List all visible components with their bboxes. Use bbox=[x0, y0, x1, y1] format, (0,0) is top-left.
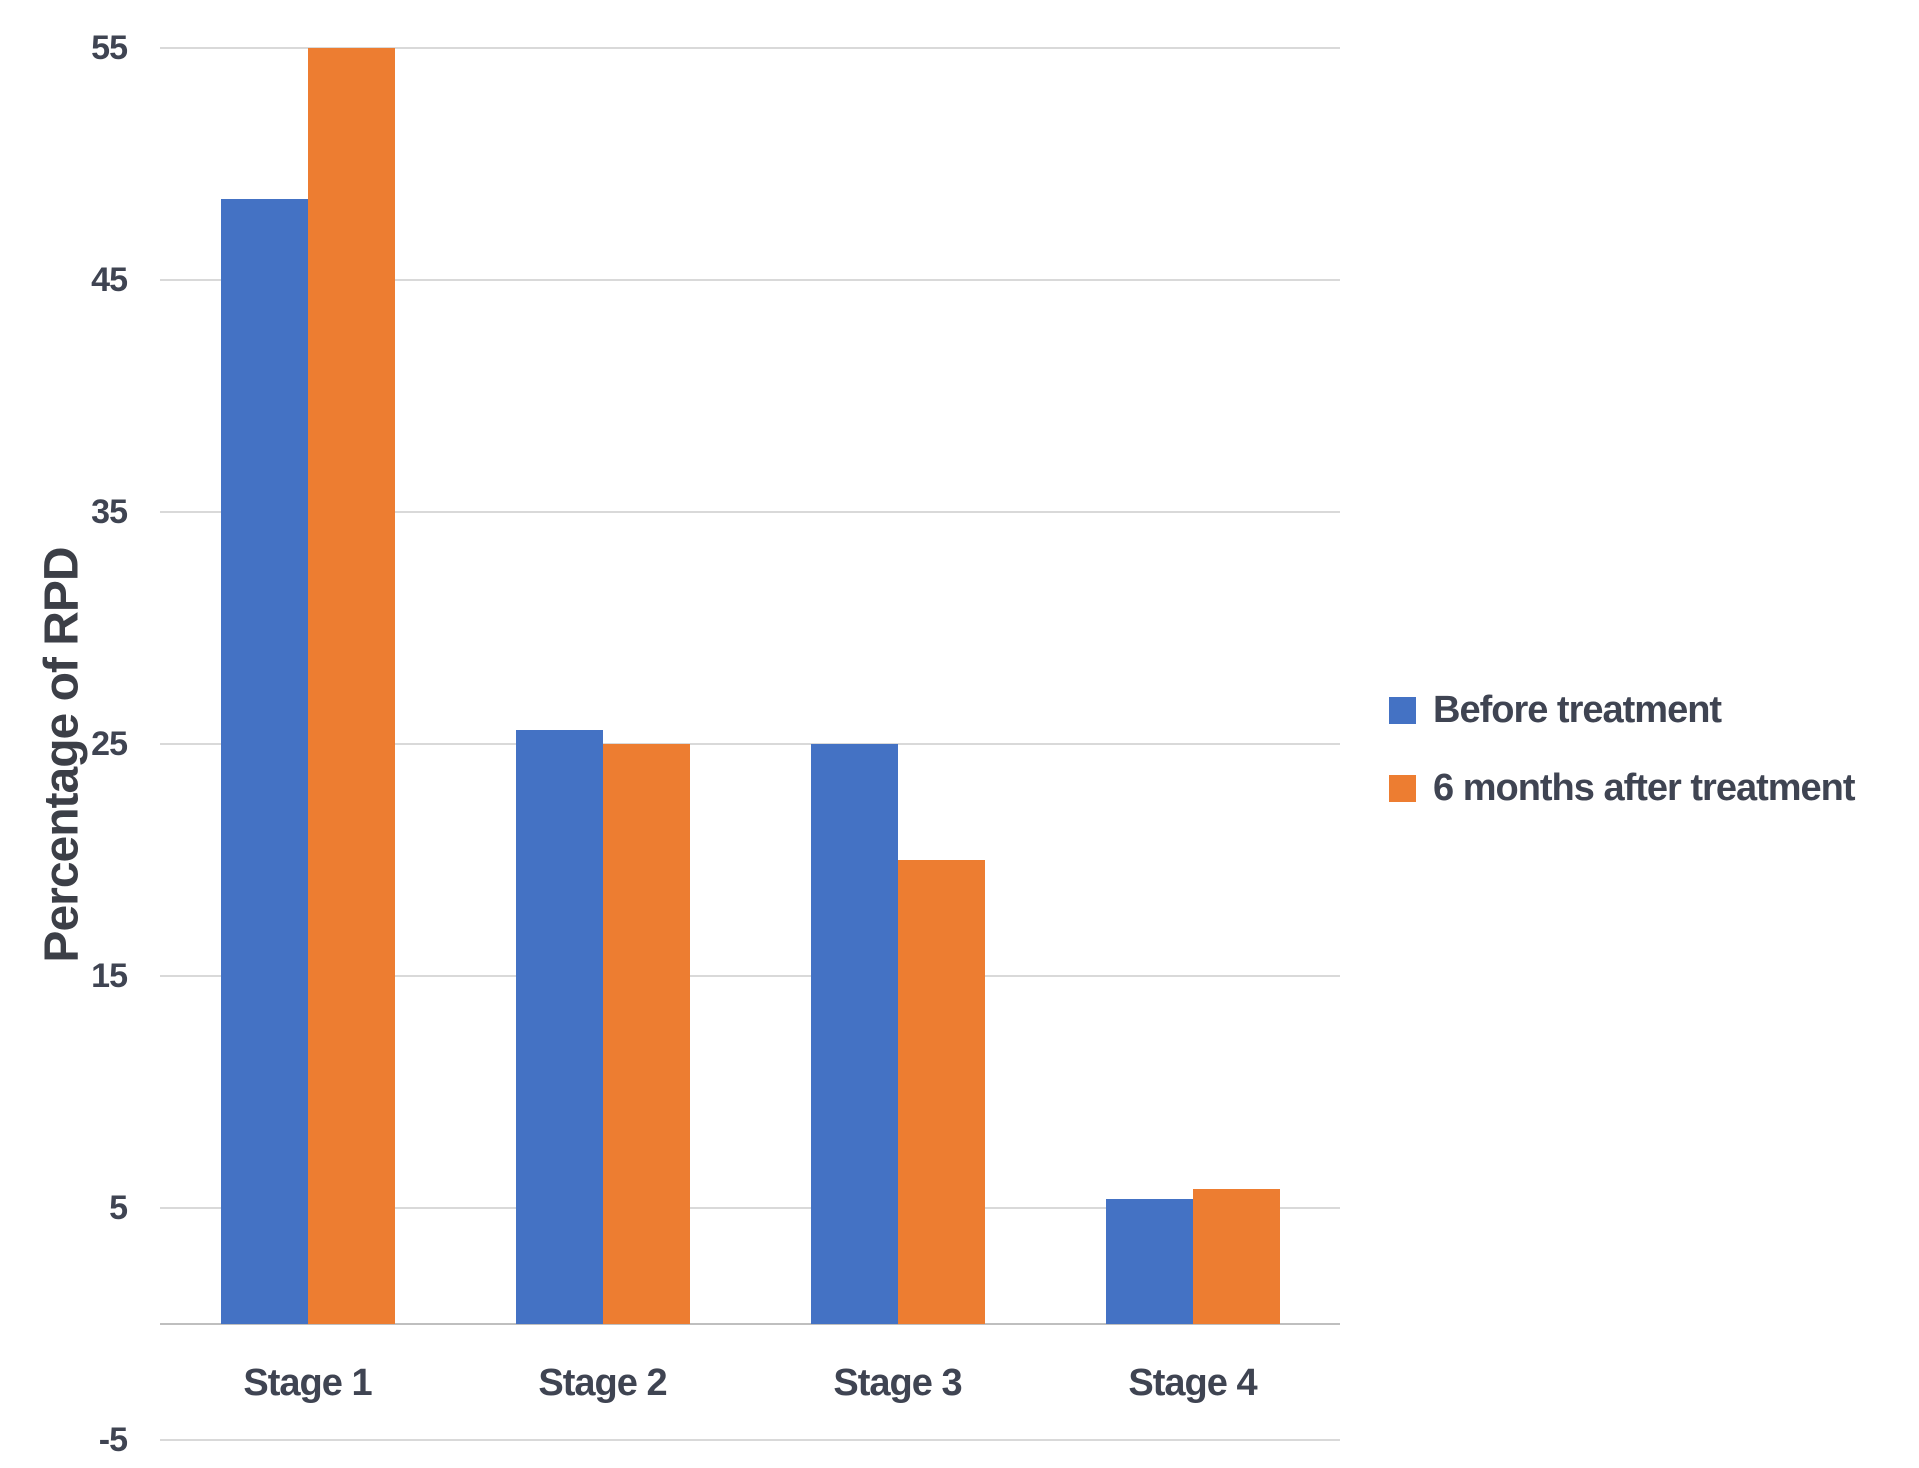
gridline bbox=[160, 1207, 1340, 1209]
bar-series-0-category-2 bbox=[811, 744, 898, 1324]
legend-swatch-icon bbox=[1389, 696, 1416, 724]
y-tick-label: 5 bbox=[109, 1189, 128, 1227]
gridline bbox=[160, 511, 1340, 513]
gridline bbox=[160, 47, 1340, 49]
x-category-label: Stage 2 bbox=[538, 1362, 667, 1404]
legend-label: Before treatment bbox=[1433, 688, 1722, 731]
legend-label: 6 months after treatment bbox=[1433, 766, 1856, 809]
gridline bbox=[160, 1439, 1340, 1441]
x-axis-line bbox=[160, 1323, 1340, 1325]
x-category-label: Stage 3 bbox=[833, 1362, 962, 1404]
y-tick-label: 55 bbox=[91, 29, 128, 67]
bar-series-1-category-1 bbox=[603, 744, 690, 1324]
y-tick-label: 25 bbox=[91, 725, 128, 763]
legend-swatch-icon bbox=[1389, 774, 1416, 802]
bar-series-1-category-0 bbox=[308, 48, 395, 1324]
bar-series-1-category-3 bbox=[1193, 1189, 1280, 1324]
bar-series-0-category-3 bbox=[1106, 1199, 1193, 1324]
bar-series-0-category-0 bbox=[221, 199, 308, 1324]
bar-series-0-category-1 bbox=[516, 730, 603, 1324]
gridline bbox=[160, 743, 1340, 745]
legend: Before treatment 6 months after treatment bbox=[1389, 684, 1856, 814]
gridline bbox=[160, 975, 1340, 977]
x-category-label: Stage 4 bbox=[1128, 1362, 1257, 1404]
bar-series-1-category-2 bbox=[898, 860, 985, 1324]
legend-item: Before treatment bbox=[1389, 684, 1855, 736]
x-category-label: Stage 1 bbox=[243, 1362, 372, 1404]
y-tick-label: 15 bbox=[91, 957, 128, 995]
gridline bbox=[160, 279, 1340, 281]
y-tick-label: -5 bbox=[98, 1421, 128, 1459]
legend-item: 6 months after treatment bbox=[1389, 762, 1856, 814]
y-tick-label: 45 bbox=[91, 261, 128, 299]
y-tick-label: 35 bbox=[91, 493, 128, 531]
